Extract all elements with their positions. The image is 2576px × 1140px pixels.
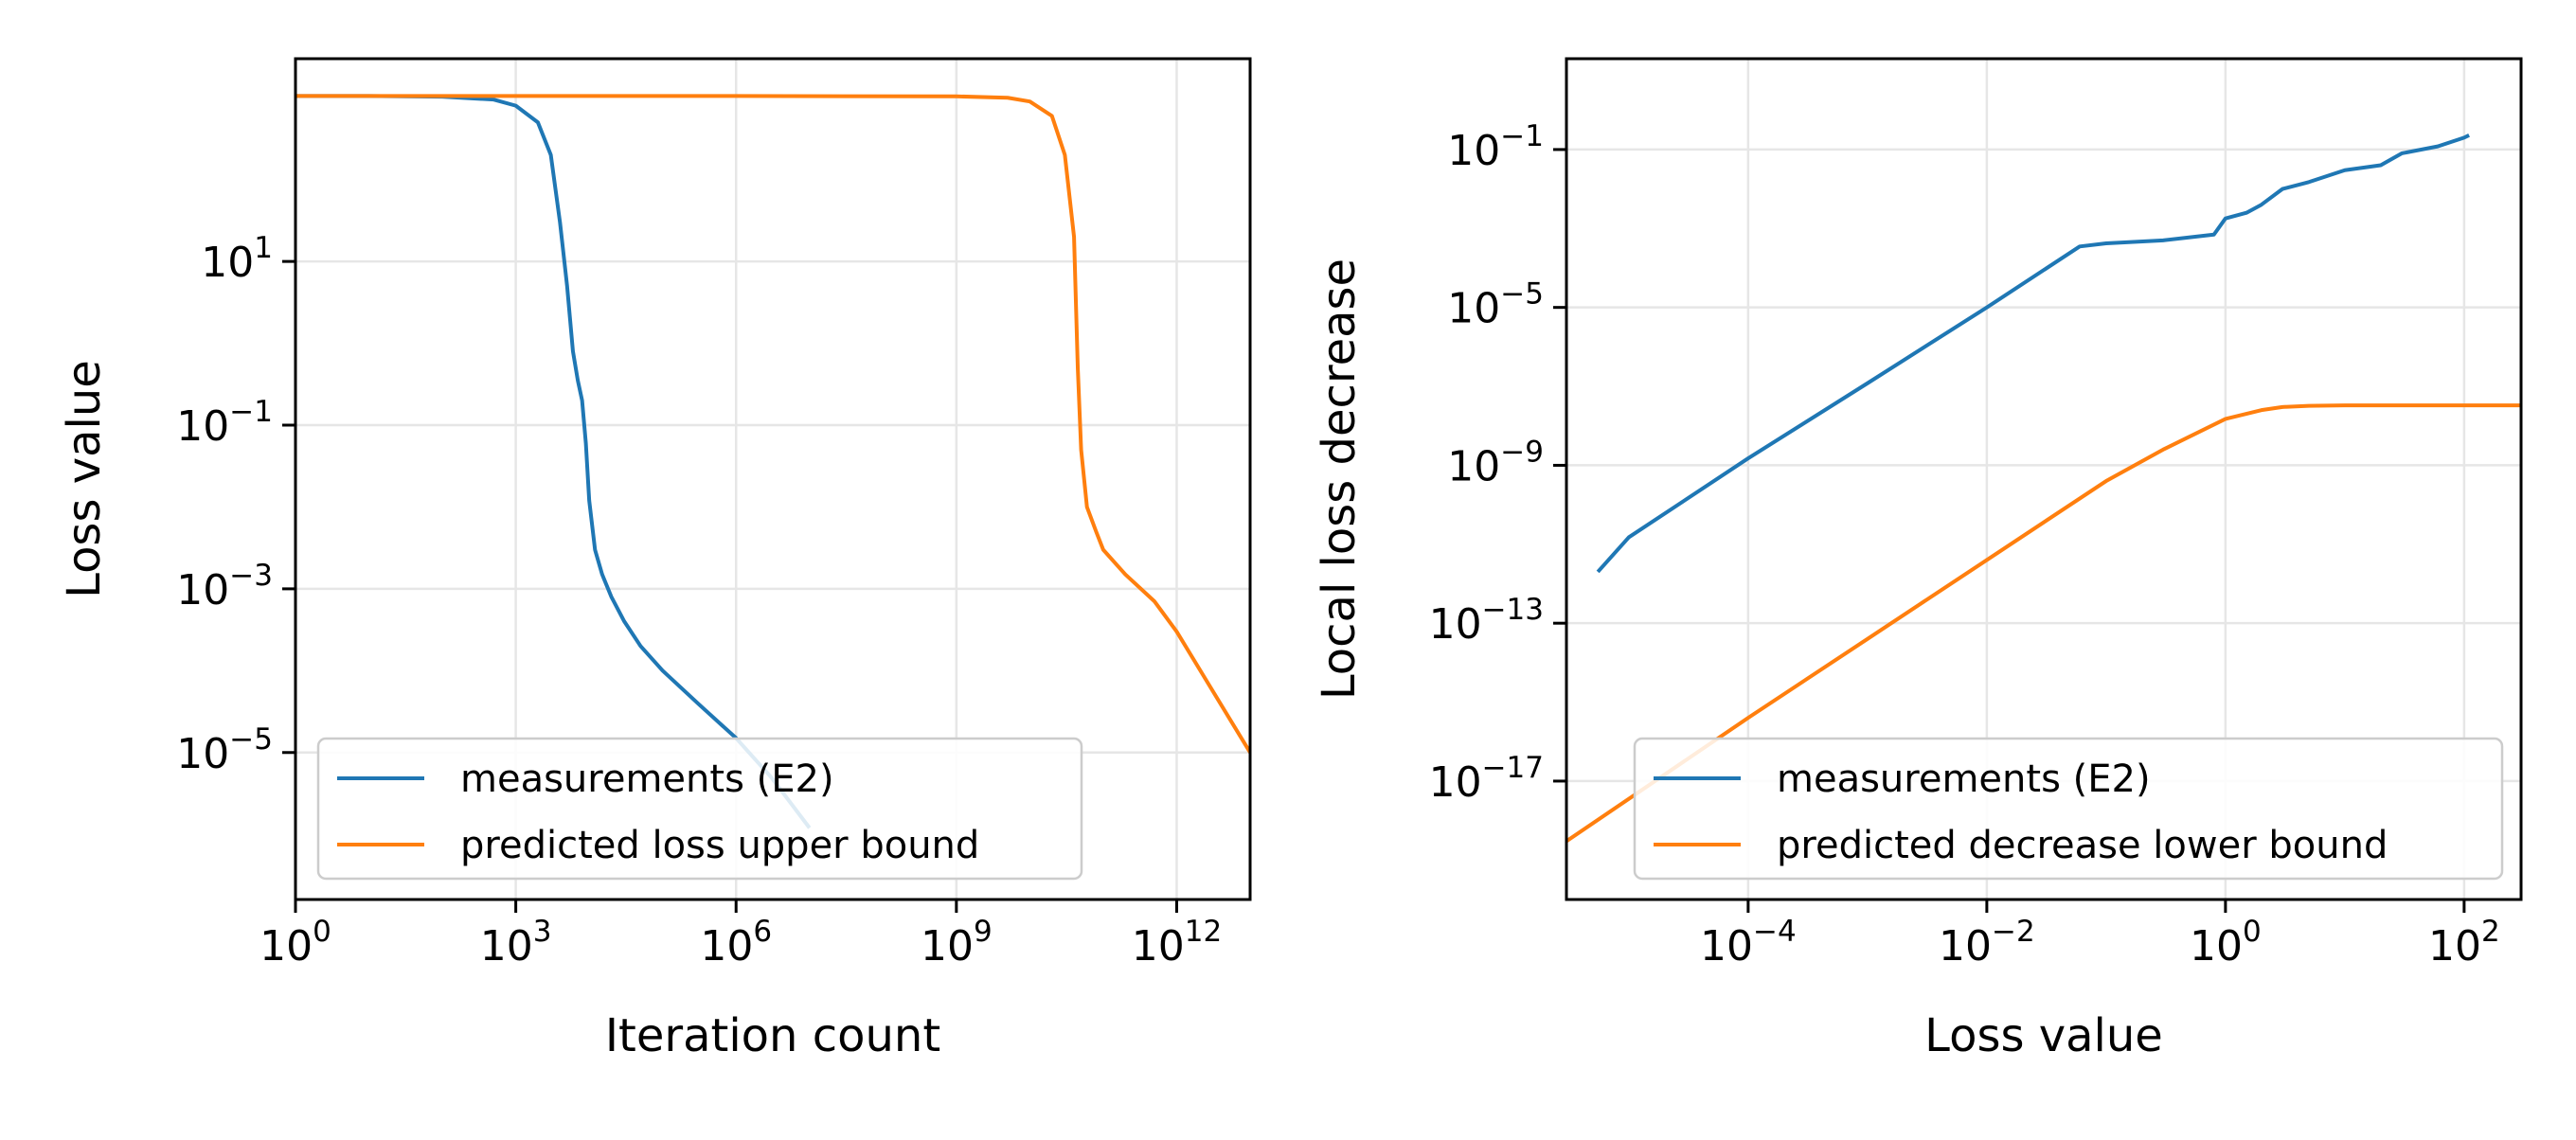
y-axis-label: Loss value [58,360,111,598]
series-line-measurements [295,94,812,829]
legend-label: predicted decrease lower bound [1777,824,2388,867]
y-tick-label: 10−1 [1447,119,1544,175]
y-tick-label: 10−5 [1447,277,1544,333]
x-axis-label: Iteration count [605,1009,940,1062]
legend-label: measurements (E2) [1777,757,2151,801]
legend-label: measurements (E2) [460,757,834,801]
axes-frame [294,57,1252,901]
axes-frame [1565,57,2523,901]
y-tick-label: 10−3 [176,559,273,615]
legend-label: predicted loss upper bound [460,824,979,867]
y-tick-label: 10−13 [1429,593,1544,649]
x-tick-label: 103 [480,915,552,971]
x-tick-label: 109 [921,915,993,971]
x-tick-label: 10−2 [1939,915,2035,971]
legend: measurements (E2) predicted decrease lowe… [1633,737,2504,881]
left-chart-panel: 100 103 106 109 1012 101 10−1 10−3 10−5 Iteration… [58,57,1252,1062]
series-line-predicted-bound [295,94,1250,754]
legend: measurements (E2) predicted loss upper bo… [316,737,1083,881]
y-tick-label: 10−1 [176,395,273,451]
x-axis-label: Loss value [1924,1009,2163,1062]
y-tick-label: 10−9 [1447,435,1544,490]
y-tick-label: 10−17 [1429,751,1544,807]
legend-box [316,737,1083,881]
x-tick-label: 106 [700,915,772,971]
x-tick-label: 10−4 [1700,915,1797,971]
y-tick-label: 101 [201,231,273,287]
y-axis-label: Local loss decrease [1313,258,1366,700]
series-line-predicted-bound [1566,403,2521,844]
y-tick-label: 10−5 [176,722,273,778]
series-line-measurements [1596,134,2470,574]
x-tick-label: 1012 [1132,915,1222,971]
x-tick-label: 100 [2190,915,2262,971]
right-chart-panel: 10−4 10−2 100 102 10−1 10−5 10−9 10−13 10−17 Loss… [1313,57,2523,1062]
legend-box [1633,737,2504,881]
x-tick-label: 100 [259,915,331,971]
x-tick-label: 102 [2428,915,2500,971]
